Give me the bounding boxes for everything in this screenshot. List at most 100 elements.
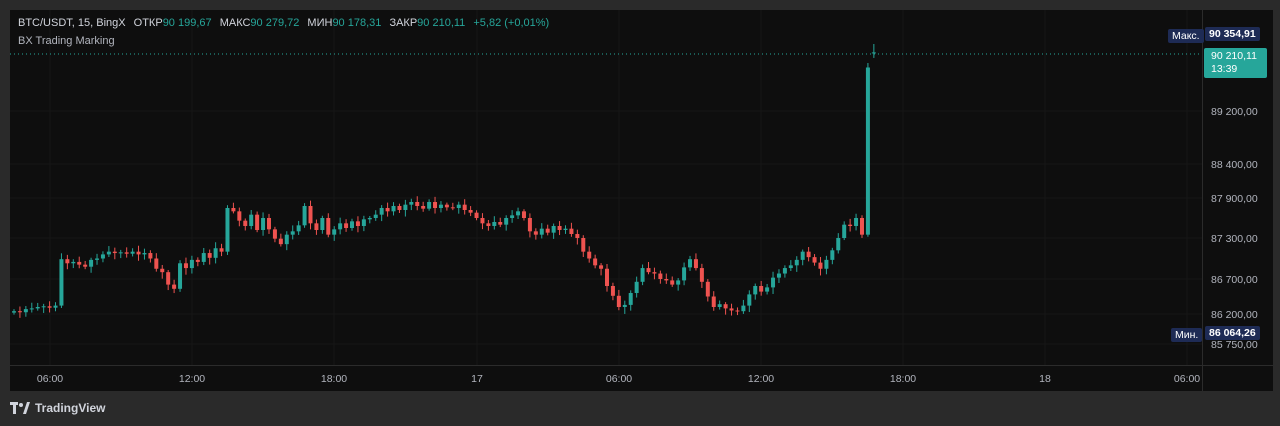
- candle-up: [510, 215, 515, 218]
- candle-up: [403, 204, 408, 210]
- time-tick-label: 18: [1039, 373, 1051, 385]
- grid: [10, 10, 1202, 365]
- candle-down: [231, 208, 236, 212]
- candle-down: [266, 218, 271, 230]
- time-axis[interactable]: 06:00 12:00 18:00 17 06:00 12:00 18:00 18 06:00: [10, 365, 1202, 391]
- candle-up: [142, 253, 147, 255]
- time-axis-ticks: 06:00 12:00 18:00 17 06:00 12:00 18:00 18 06:00: [37, 373, 1200, 385]
- candle-up: [130, 251, 135, 254]
- candle-down: [314, 223, 319, 230]
- candle-up: [350, 221, 355, 228]
- last-time: 13:39: [1211, 63, 1238, 75]
- price-tick-label: 87 300,00: [1211, 233, 1258, 245]
- candle-down: [652, 272, 657, 274]
- candle-down: [166, 272, 171, 285]
- candle-up: [189, 259, 194, 269]
- candle-up: [35, 307, 40, 309]
- candle-up: [622, 304, 627, 307]
- time-tick-label: 12:00: [748, 373, 774, 385]
- candle-up: [12, 311, 16, 313]
- candle-up: [409, 202, 414, 205]
- candle-down: [759, 286, 764, 292]
- candle-up: [332, 229, 337, 235]
- candle-up: [688, 259, 693, 268]
- candle-up: [782, 268, 787, 274]
- tradingview-logo-icon: [10, 402, 30, 414]
- candle-down: [83, 264, 88, 267]
- candle-up: [628, 293, 633, 305]
- candle-down: [385, 208, 390, 212]
- candlestick-chart: [10, 10, 1202, 365]
- price-axis-ticks: 89 200,00 88 400,00 87 900,00 87 300,00 86 7…: [1211, 106, 1258, 351]
- candle-down: [124, 252, 129, 254]
- candle-down: [326, 218, 331, 235]
- candle-up: [296, 225, 301, 232]
- price-tick-label: 85 750,00: [1211, 339, 1258, 351]
- price-tick-label: 89 200,00: [1211, 106, 1258, 118]
- change-value: +5,82 (+0,01%): [473, 17, 550, 29]
- candle-down: [533, 231, 538, 235]
- candle-down: [17, 311, 22, 313]
- candle-down: [433, 202, 438, 208]
- candle-up: [765, 287, 770, 292]
- tradingview-brand[interactable]: TradingView: [10, 401, 105, 415]
- candle-up: [379, 208, 384, 215]
- candle-down: [207, 253, 212, 258]
- high-label: МАКС: [219, 17, 251, 29]
- plot-area[interactable]: [10, 10, 1202, 365]
- time-tick-label: 17: [471, 373, 483, 385]
- candle-down: [154, 258, 159, 269]
- candle-down: [693, 259, 698, 269]
- price-tick-label: 87 900,00: [1211, 193, 1258, 205]
- candle-up: [391, 206, 396, 212]
- candle-down: [47, 306, 52, 308]
- candle-up: [59, 259, 64, 306]
- candle-up: [100, 254, 105, 259]
- max-price-tag: Макс.: [1164, 28, 1208, 44]
- candle-down: [818, 262, 823, 269]
- candle-up: [427, 202, 432, 209]
- brand-name: TradingView: [35, 401, 106, 415]
- candle-down: [545, 228, 550, 233]
- candle-up: [871, 52, 876, 54]
- candle-down: [468, 210, 473, 213]
- close-label: ЗАКР: [389, 17, 418, 29]
- candle-up: [771, 277, 776, 288]
- time-tick-label: 06:00: [606, 373, 632, 385]
- candle-down: [599, 265, 604, 269]
- candle-down: [243, 220, 248, 226]
- candle-up: [854, 218, 859, 226]
- indicator-label[interactable]: BX Trading Marking: [18, 35, 115, 47]
- candle-up: [249, 214, 254, 226]
- min-label: Мин.: [1171, 328, 1203, 342]
- candle-down: [444, 204, 449, 208]
- candle-up: [830, 250, 835, 260]
- candle-up: [753, 286, 758, 295]
- candle-down: [219, 248, 224, 252]
- candle-down: [480, 218, 485, 224]
- candle-up: [118, 252, 123, 254]
- candle-down: [450, 207, 455, 209]
- candle-down: [237, 211, 242, 221]
- candle-down: [278, 238, 283, 245]
- candle-up: [95, 258, 100, 260]
- symbol-label[interactable]: BTC/USDT, 15, BingX: [18, 17, 126, 29]
- max-value: 90 354,91: [1205, 27, 1260, 41]
- candle-up: [438, 204, 443, 208]
- low-value: 90 178,31: [332, 17, 382, 29]
- ohlc-legend: BTC/USDT, 15, BingX ОТКР90 199,67 МАКС90…: [18, 17, 549, 29]
- time-tick-label: 06:00: [37, 373, 63, 385]
- time-tick-label: 12:00: [179, 373, 205, 385]
- candle-down: [699, 268, 704, 282]
- candle-up: [106, 251, 111, 255]
- candle-down: [812, 257, 817, 263]
- candle-up: [456, 204, 461, 208]
- candle-down: [521, 211, 526, 218]
- candle-up: [800, 251, 805, 260]
- candle-down: [806, 251, 811, 258]
- candle-down: [557, 226, 562, 230]
- candle-down: [723, 304, 728, 309]
- candle-down: [65, 259, 70, 264]
- candle-down: [605, 268, 609, 286]
